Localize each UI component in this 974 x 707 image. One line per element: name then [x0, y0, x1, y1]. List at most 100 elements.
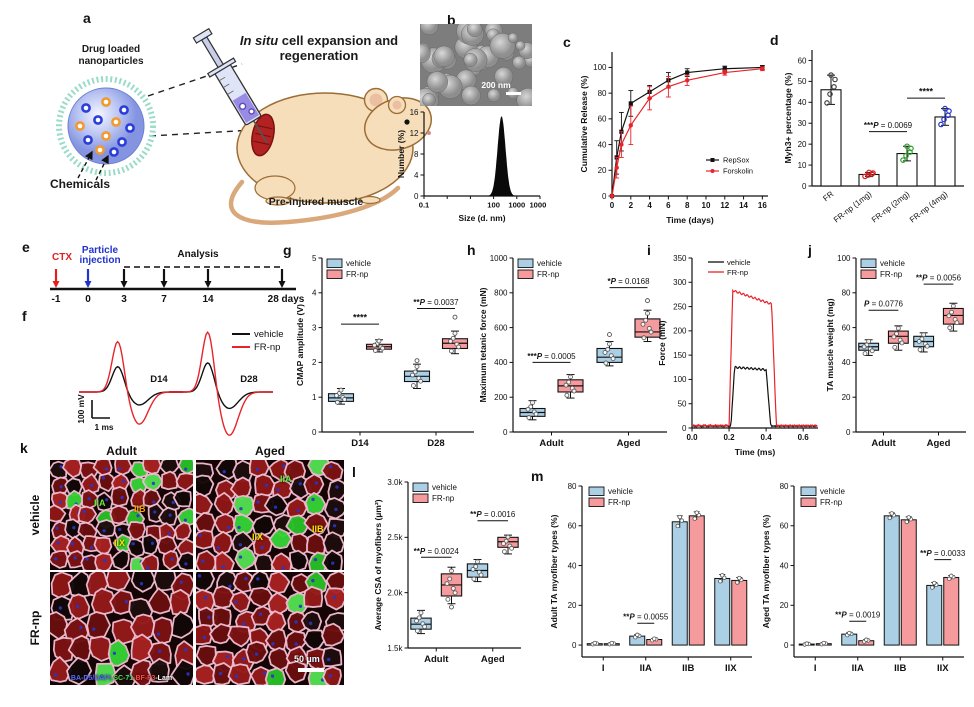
svg-text:3.0k: 3.0k — [387, 478, 403, 487]
svg-text:28 days: 28 days — [268, 294, 305, 305]
svg-text:Adult: Adult — [871, 438, 896, 449]
svg-text:16: 16 — [758, 201, 767, 210]
svg-text:TA muscle weight (mg): TA muscle weight (mg) — [825, 298, 835, 391]
svg-text:Particle: Particle — [82, 245, 119, 256]
svg-text:40: 40 — [598, 140, 607, 149]
svg-text:60: 60 — [842, 323, 851, 332]
svg-text:2.5k: 2.5k — [387, 533, 403, 542]
svg-text:CTX: CTX — [52, 252, 72, 263]
svg-text:4: 4 — [414, 171, 419, 180]
svg-text:200: 200 — [494, 393, 508, 402]
svg-text:30: 30 — [798, 119, 807, 128]
svg-text:5: 5 — [312, 254, 317, 263]
svg-text:vehicle: vehicle — [254, 329, 284, 340]
svg-text:vehicle: vehicle — [608, 487, 633, 496]
svg-text:vehicle: vehicle — [346, 259, 371, 268]
svg-text:FR-np (2mg): FR-np (2mg) — [870, 189, 912, 224]
panel-f-label: f — [22, 308, 27, 324]
svg-text:Cumulative Release (%): Cumulative Release (%) — [579, 75, 589, 172]
panel-j-label: j — [808, 242, 812, 258]
svg-text:CMAP amplitude (V): CMAP amplitude (V) — [295, 304, 305, 386]
k-row-frnp: FR-np — [28, 610, 42, 646]
panel-g-label: g — [283, 242, 292, 258]
svg-text:100 mV: 100 mV — [76, 394, 86, 424]
svg-text:**P = 0.0016: **P = 0.0016 — [470, 510, 516, 519]
svg-text:FR-np: FR-np — [254, 342, 280, 353]
svg-text:0: 0 — [414, 192, 419, 201]
svg-text:0.6: 0.6 — [798, 433, 810, 442]
chemicals-label: Chemicals — [49, 177, 111, 191]
cmap-amplitude-boxplot: 0 1 2 3 4 5 CMAP amplitude (V) D14 **** D28 **P = … — [295, 254, 474, 449]
scale-bar-label: 50 µm — [294, 654, 320, 664]
svg-text:**P = 0.0024: **P = 0.0024 — [414, 547, 460, 556]
svg-text:2.0k: 2.0k — [387, 588, 403, 597]
svg-text:FR-np: FR-np — [608, 498, 631, 507]
svg-text:1.5k: 1.5k — [387, 644, 403, 653]
if-image-vehicle-aged: IIA IIX IIB — [196, 460, 344, 570]
svg-text:1 ms: 1 ms — [94, 422, 113, 432]
svg-text:300: 300 — [673, 278, 687, 287]
svg-text:1000: 1000 — [508, 201, 525, 210]
svg-text:Analysis: Analysis — [177, 249, 219, 260]
panel-a-title-rest: cell expansion and regeneration — [278, 33, 399, 63]
fiber-type-label: IIA — [94, 498, 106, 508]
svg-text:Adult TA myofiber types (%): Adult TA myofiber types (%) — [549, 514, 559, 628]
svg-text:vehicle: vehicle — [880, 259, 905, 268]
svg-text:60: 60 — [568, 522, 577, 531]
fiber-type-label: IIX — [114, 538, 126, 548]
svg-text:FR: FR — [821, 189, 835, 203]
svg-text:10000: 10000 — [529, 201, 546, 210]
svg-text:10: 10 — [702, 201, 711, 210]
fiber-type-label: IIX — [252, 532, 264, 542]
svg-text:350: 350 — [673, 254, 687, 263]
svg-text:200 nm: 200 nm — [481, 80, 511, 90]
svg-text:0.1: 0.1 — [419, 201, 430, 210]
svg-text:100: 100 — [593, 63, 607, 72]
svg-text:800: 800 — [494, 289, 508, 298]
svg-text:**P = 0.0037: **P = 0.0037 — [413, 298, 459, 307]
svg-text:Aged: Aged — [927, 438, 951, 449]
svg-text:60: 60 — [798, 56, 807, 65]
svg-text:20: 20 — [798, 140, 807, 149]
panel-d-label: d — [770, 32, 779, 48]
svg-text:IIB: IIB — [894, 663, 906, 674]
svg-text:RepSox: RepSox — [723, 156, 750, 165]
svg-text:I: I — [814, 663, 817, 674]
svg-text:**P = 0.0056: **P = 0.0056 — [916, 274, 962, 283]
svg-text:**P = 0.0033: **P = 0.0033 — [920, 549, 966, 558]
svg-text:Aged: Aged — [481, 654, 505, 665]
svg-text:14: 14 — [202, 294, 214, 305]
svg-text:vehicle: vehicle — [537, 259, 562, 268]
svg-text:2: 2 — [312, 358, 317, 367]
svg-text:Forskolin: Forskolin — [723, 167, 753, 176]
svg-text:FR-np (1mg): FR-np (1mg) — [832, 189, 874, 224]
svg-text:P = 0.0776: P = 0.0776 — [864, 300, 903, 309]
svg-text:20: 20 — [598, 166, 607, 175]
svg-text:10: 10 — [798, 161, 807, 170]
svg-text:vehicle: vehicle — [727, 258, 751, 267]
cmap-traces: D14 D28 100 mV 1 ms vehicle FR-np — [76, 329, 284, 436]
svg-text:0: 0 — [312, 428, 317, 437]
panel-e-label: e — [22, 239, 30, 255]
svg-text:12: 12 — [410, 129, 419, 138]
svg-text:50: 50 — [798, 77, 807, 86]
svg-text:80: 80 — [842, 289, 851, 298]
svg-text:0: 0 — [682, 424, 687, 433]
svg-text:80: 80 — [568, 482, 577, 491]
panel-i-label: i — [647, 242, 651, 258]
size-distribution-chart: 0 4 8 12 16 Number (%) 0.1 100 1000 10000 Size (d.… — [396, 108, 546, 223]
if-image-frnp-adult: BA-D5/DAPI-SC-71-BF-F3-Lam — [50, 572, 193, 685]
svg-text:60: 60 — [598, 115, 607, 124]
svg-text:Adult: Adult — [539, 438, 564, 449]
fiber-type-label: IIA — [280, 474, 292, 484]
svg-text:40: 40 — [568, 561, 577, 570]
svg-text:1: 1 — [312, 393, 317, 402]
svg-text:Adult: Adult — [424, 654, 449, 665]
svg-text:0: 0 — [602, 192, 607, 201]
panel-c-label: c — [563, 34, 571, 50]
svg-text:IIX: IIX — [725, 663, 737, 674]
svg-text:0: 0 — [572, 641, 577, 650]
